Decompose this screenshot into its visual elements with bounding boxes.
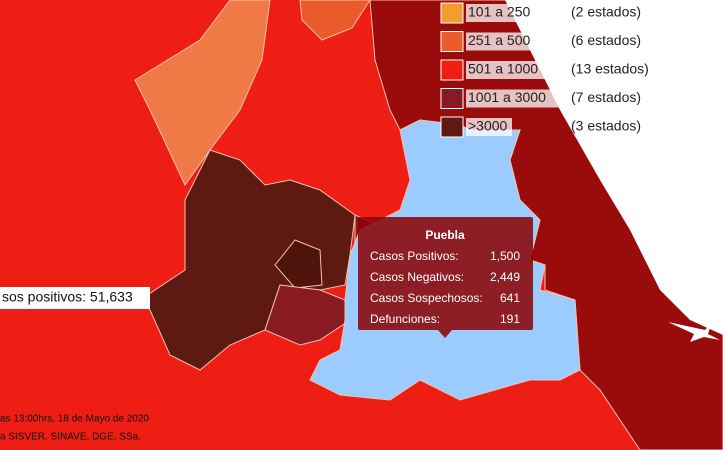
total-box (0, 287, 150, 309)
legend-range: 1001 a 3000 (468, 89, 546, 105)
legend-range: 101 a 250 (468, 4, 530, 20)
tooltip-value: 191 (500, 312, 520, 326)
legend-label-bg (466, 118, 512, 136)
tooltip-label: Casos Positivos: (370, 249, 459, 263)
tooltip-title: Puebla (425, 228, 465, 242)
legend-swatch (440, 2, 464, 24)
region[interactable] (134, 0, 271, 186)
footer-line: a SISVER, SINAVE, DGE, SSa. (0, 432, 141, 443)
legend-label-bg (466, 61, 552, 79)
tooltip-value: 641 (500, 291, 520, 305)
total-label: sos positivos: 51,633 (2, 289, 133, 305)
legend-swatch (440, 59, 464, 81)
tooltip: Puebla Casos Positivos: 1,500 Casos Negati… (358, 217, 533, 338)
region-cdmx[interactable] (274, 239, 323, 289)
legend-count: (2 estados) (571, 4, 641, 20)
legend-label-bg (466, 4, 544, 22)
legend-count: (13 estados) (571, 61, 649, 77)
legend-label-bg (466, 89, 560, 108)
legend-swatch (440, 116, 464, 138)
legend-swatch (440, 88, 464, 109)
airplane-icon (668, 322, 720, 342)
tooltip-label: Casos Negativos: (370, 270, 464, 284)
legend-range: >3000 (468, 118, 508, 134)
legend-range: 251 a 500 (468, 32, 530, 48)
sea (505, 0, 723, 335)
legend-label-bg (466, 32, 544, 51)
region[interactable] (299, 0, 371, 41)
tooltip-label: Defunciones: (370, 312, 440, 326)
footer-line: as 13:00hrs, 18 de Mayo de 2020 (0, 414, 149, 425)
tooltip-value: 1,500 (490, 249, 520, 263)
legend-swatch (440, 31, 464, 52)
tooltip-label: Casos Sospechosos: (370, 291, 483, 305)
legend: 101 a 250 (2 estados) 251 a 500 (6 estados)… (440, 2, 649, 138)
legend-count: (7 estados) (571, 89, 641, 105)
legend-range: 501 a 1000 (468, 61, 538, 77)
tooltip-box (358, 217, 533, 330)
legend-count: (3 estados) (571, 118, 641, 134)
legend-count: (6 estados) (571, 32, 641, 48)
tooltip-arrow (438, 330, 452, 338)
tooltip-value: 2,449 (490, 270, 520, 284)
